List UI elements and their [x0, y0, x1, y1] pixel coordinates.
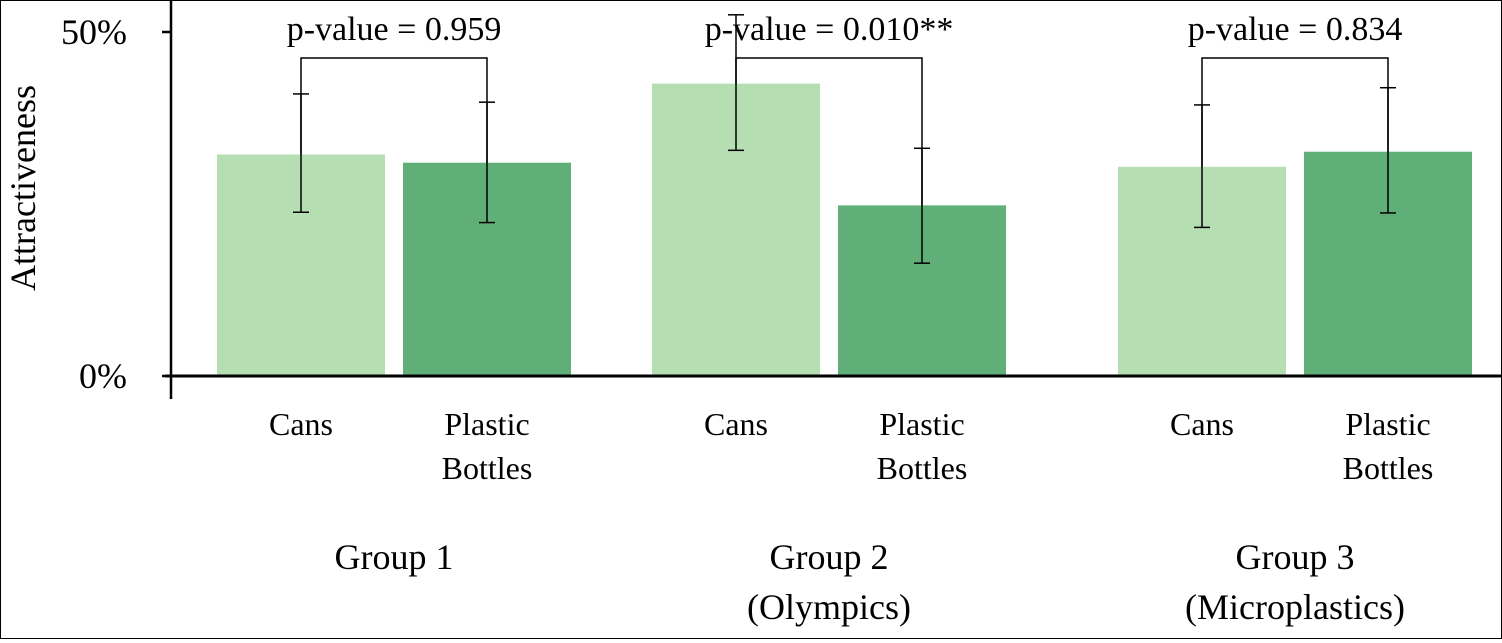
- category-label: Cans: [704, 406, 768, 442]
- category-label: Plastic: [879, 406, 964, 442]
- category-label: Plastic: [444, 406, 529, 442]
- category-label: Plastic: [1345, 406, 1430, 442]
- group-label: Group 1: [335, 537, 454, 577]
- category-label: Bottles: [1343, 450, 1434, 486]
- p-value-label: p-value = 0.010**: [705, 11, 954, 48]
- group-label: Group 2: [770, 537, 889, 577]
- category-label: Cans: [1170, 406, 1234, 442]
- group-label: Group 3: [1236, 537, 1355, 577]
- significance-bracket: [735, 57, 923, 206]
- y-tick-label: 50%: [61, 12, 127, 52]
- group-label: (Microplastics): [1185, 587, 1405, 627]
- group-label: (Olympics): [747, 587, 911, 627]
- category-label: Cans: [269, 406, 333, 442]
- category-label: Bottles: [442, 450, 533, 486]
- significance-bracket: [300, 57, 488, 163]
- y-tick-label: 0%: [79, 356, 127, 396]
- category-label: Bottles: [877, 450, 968, 486]
- y-axis-title: Attractiveness: [3, 85, 43, 291]
- p-value-label: p-value = 0.834: [1188, 11, 1403, 48]
- significance-bracket: [1201, 57, 1389, 167]
- p-value-label: p-value = 0.959: [287, 11, 502, 48]
